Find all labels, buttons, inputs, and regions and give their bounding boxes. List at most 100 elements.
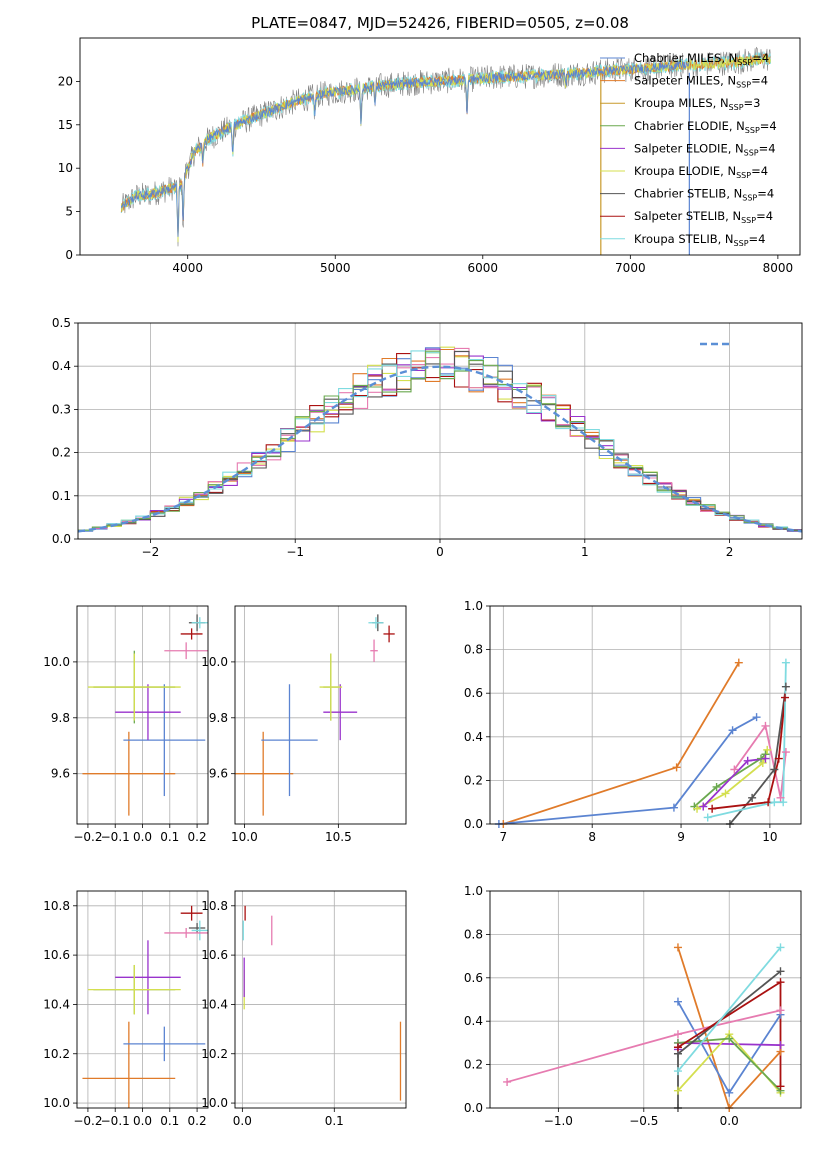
- point-marker: [770, 765, 779, 774]
- x-tick-label: −1: [286, 545, 304, 559]
- x-tick-label: 0.1: [160, 830, 179, 844]
- point-marker: [761, 754, 770, 763]
- x-tick-label: 9: [677, 830, 685, 844]
- point-marker: [779, 798, 788, 807]
- y-tick-label: 10.0: [201, 1096, 228, 1110]
- y-tick-label: 0.8: [464, 927, 483, 941]
- y-tick-label: 1.0: [464, 884, 483, 898]
- legend-suffix: =4: [756, 209, 773, 223]
- point-marker: [776, 943, 785, 952]
- axes-residuals: −2 −1 0 1 2 0.0 0.1 0.2 0.3 0.4 0.5: [52, 316, 803, 559]
- y-tick-label: 0.8: [464, 643, 483, 657]
- series-line-chabrier-stelib: [729, 686, 787, 824]
- point-marker: [758, 758, 767, 767]
- x-tick-label: −2: [142, 545, 160, 559]
- legend-suffix: =3: [744, 96, 761, 110]
- legend-sub: SSP: [742, 194, 757, 203]
- x-tick-label: −0.5: [629, 1114, 658, 1128]
- legend-label: Chabrier MILES, N: [634, 51, 737, 65]
- point-marker: [673, 1086, 682, 1095]
- series-line-chabrier-miles: [498, 716, 758, 824]
- x-tick-label: 8: [588, 830, 596, 844]
- y-tick-label: 10: [58, 161, 73, 175]
- legend-suffix: =4: [752, 51, 769, 65]
- axes-mass-weight-vs-Z: −1.0 −0.5 0.0 0.0 0.2 0.4 0.6 0.8 1.0: [464, 884, 802, 1128]
- x-tick-label: 10.5: [325, 830, 352, 844]
- plot-area: [82, 905, 208, 1108]
- axes-mass-vs-Z: −0.2−0.1 0.0 0.1 0.2 10.0 10.2 10.4 10.6 10.8: [43, 890, 209, 1128]
- legend-sub: SSP: [745, 126, 760, 135]
- point-marker: [721, 789, 730, 798]
- y-tick-label: 5: [65, 205, 73, 219]
- y-tick-label: 0.5: [52, 316, 71, 330]
- legend-entry: Salpeter ELODIE, NSSP=4: [634, 141, 776, 157]
- point-marker: [776, 1082, 785, 1091]
- legend-entry: Salpeter STELIB, NSSP=4: [634, 209, 773, 225]
- y-tick-label: 1.0: [464, 599, 483, 613]
- y-tick-label: 10.2: [201, 1047, 228, 1061]
- axes-frame: [234, 890, 407, 1109]
- y-tick-label: 0.0: [52, 532, 71, 546]
- y-tick-label: 10.8: [201, 899, 228, 913]
- y-tick-label: 10.0: [43, 1096, 70, 1110]
- point-marker: [673, 997, 682, 1006]
- normal-curve: [78, 365, 802, 533]
- x-tick-label: 10.0: [231, 830, 258, 844]
- y-tick-label: 0.4: [464, 1014, 483, 1028]
- plot-area: [498, 662, 787, 824]
- point-marker: [781, 748, 790, 757]
- legend-label: Salpeter MILES, N: [634, 74, 736, 88]
- legend-suffix: =4: [749, 232, 766, 246]
- x-tick-label: 0.0: [133, 830, 152, 844]
- y-tick-label: 0: [65, 248, 73, 262]
- series-line-salpeter-miles: [503, 662, 740, 824]
- axes-frame: [76, 605, 209, 825]
- y-tick-label: 9.6: [209, 767, 228, 781]
- point-marker: [673, 1030, 682, 1039]
- y-tick-label: 0.6: [464, 971, 483, 985]
- y-tick-label: 0.4: [52, 359, 71, 373]
- legend-label: Chabrier STELIB, N: [634, 187, 742, 201]
- x-tick-label: 10: [762, 830, 777, 844]
- point-marker: [734, 658, 743, 667]
- legend-suffix: =4: [759, 141, 776, 155]
- y-tick-label: 10.8: [43, 899, 70, 913]
- series-line-chabrier-elodie: [693, 753, 767, 808]
- y-tick-label: 10.0: [43, 655, 70, 669]
- y-tick-label: 15: [58, 118, 73, 132]
- point-marker: [672, 763, 681, 772]
- point-marker: [712, 782, 721, 791]
- point-marker: [699, 802, 708, 811]
- x-tick-label: 4000: [172, 261, 203, 275]
- x-tick-label: 1: [581, 545, 589, 559]
- x-tick-label: 0: [436, 545, 444, 559]
- series-line-kroupa-elodie: [696, 749, 769, 810]
- legend-entry: Kroupa MILES, NSSP=3: [634, 96, 760, 112]
- y-tick-label: 10.6: [43, 948, 70, 962]
- point-marker: [673, 943, 682, 952]
- point-marker: [725, 1088, 734, 1097]
- axes-frame: [77, 322, 803, 540]
- x-tick-label: −0.1: [101, 1114, 130, 1128]
- axes-age-vs-Z: −0.2−0.1 0.0 0.1 0.2 9.6 9.8 10.0: [43, 605, 209, 844]
- x-tick-label: 7: [500, 830, 508, 844]
- axes-frame: [234, 605, 407, 825]
- x-tick-label: 0.2: [188, 1114, 207, 1128]
- y-tick-label: 9.8: [209, 711, 228, 725]
- legend-sub: SSP: [729, 103, 744, 112]
- axes-mass-weight-vs-age: 7 8 9 10 0.0 0.2 0.4 0.6 0.8 1.0: [464, 599, 802, 844]
- x-tick-label: 5000: [320, 261, 351, 275]
- y-tick-label: 10.0: [201, 655, 228, 669]
- legend-entry: Chabrier ELODIE, NSSP=4: [634, 119, 777, 135]
- axes-frame: [489, 605, 802, 825]
- series-line-salpeter-stelib: [711, 697, 786, 810]
- plot-area: [82, 614, 208, 816]
- point-marker: [770, 798, 779, 807]
- point-marker: [728, 726, 737, 735]
- x-tick-label: 8000: [763, 261, 794, 275]
- x-tick-label: 0.1: [325, 1114, 344, 1128]
- point-marker: [725, 1034, 734, 1043]
- y-tick-label: 10.2: [43, 1047, 70, 1061]
- x-tick-label: −1.0: [544, 1114, 573, 1128]
